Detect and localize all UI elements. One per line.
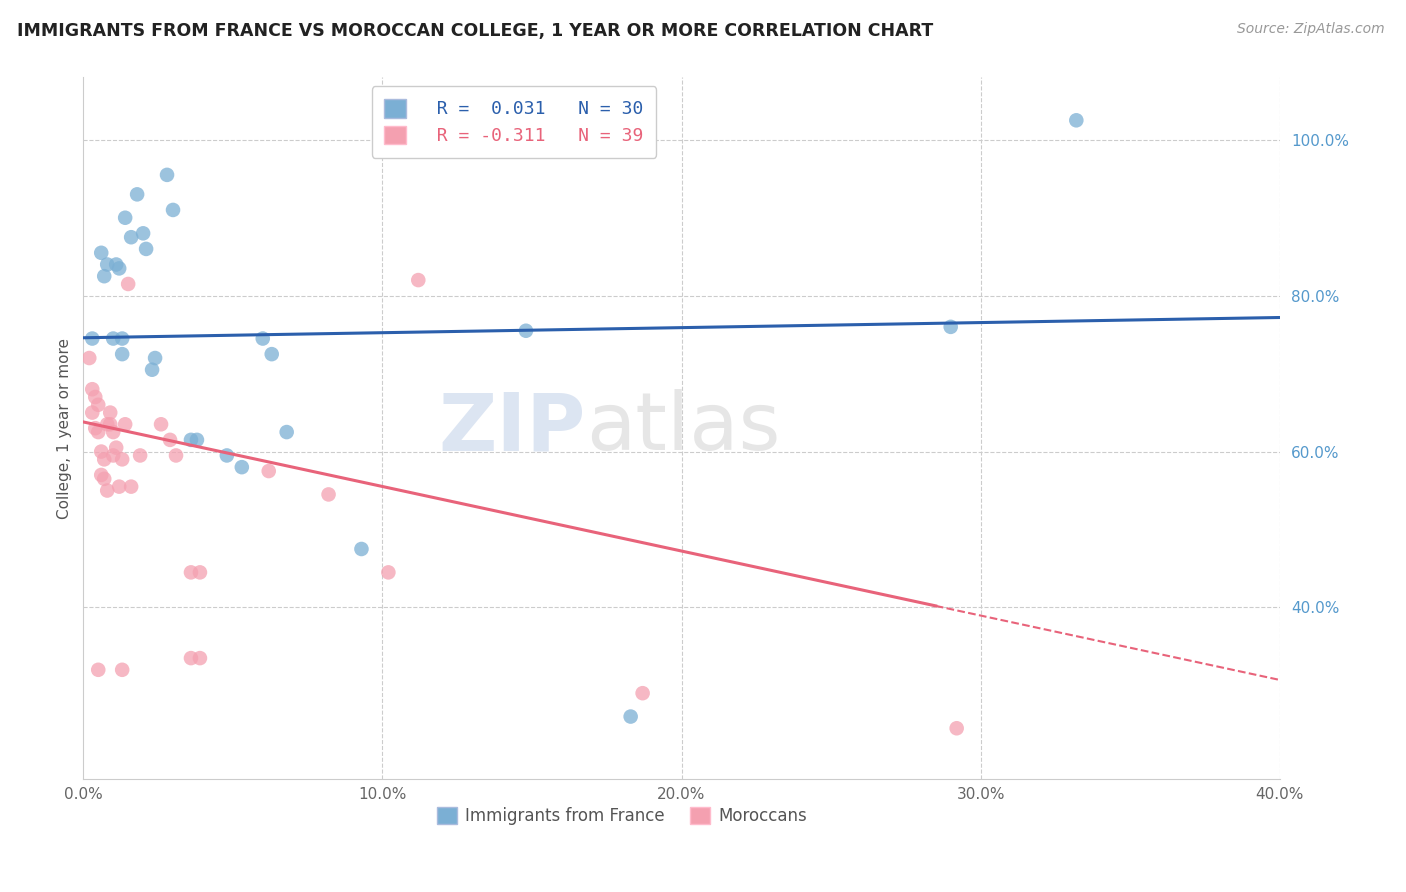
Point <box>180 566 202 580</box>
Point <box>105 258 128 272</box>
Point <box>515 324 537 338</box>
Point <box>156 168 179 182</box>
Point <box>159 433 181 447</box>
Point <box>98 417 121 432</box>
Point <box>111 663 134 677</box>
Point <box>129 449 152 463</box>
Point <box>150 417 173 432</box>
Point <box>111 347 134 361</box>
Point <box>103 449 125 463</box>
Point <box>93 269 115 284</box>
Point <box>108 480 131 494</box>
Point <box>90 467 112 482</box>
Point <box>103 425 125 439</box>
Point <box>620 709 643 723</box>
Point <box>90 245 112 260</box>
Point <box>162 202 184 217</box>
Text: ZIP: ZIP <box>439 389 586 467</box>
Point <box>96 417 118 432</box>
Point <box>945 721 967 735</box>
Point <box>87 425 110 439</box>
Point <box>318 487 340 501</box>
Point <box>143 351 166 365</box>
Point <box>257 464 280 478</box>
Point <box>114 417 136 432</box>
Point <box>87 663 110 677</box>
Point <box>180 651 202 665</box>
Point <box>82 332 104 346</box>
Point <box>117 277 139 291</box>
Point <box>939 319 962 334</box>
Point <box>90 444 112 458</box>
Point <box>215 449 238 463</box>
Point <box>132 227 155 241</box>
Point <box>631 686 654 700</box>
Point <box>77 351 100 365</box>
Point <box>188 651 211 665</box>
Text: Source: ZipAtlas.com: Source: ZipAtlas.com <box>1237 22 1385 37</box>
Y-axis label: College, 1 year or more: College, 1 year or more <box>58 338 72 518</box>
Point <box>96 258 118 272</box>
Text: atlas: atlas <box>586 389 780 467</box>
Point <box>105 441 128 455</box>
Point <box>82 406 104 420</box>
Point <box>186 433 208 447</box>
Point <box>231 460 253 475</box>
Point <box>84 390 107 404</box>
Point <box>120 230 142 244</box>
Point <box>96 483 118 498</box>
Point <box>377 566 399 580</box>
Point <box>120 480 142 494</box>
Point <box>87 398 110 412</box>
Point <box>127 187 149 202</box>
Point <box>188 566 211 580</box>
Point <box>135 242 157 256</box>
Point <box>252 332 274 346</box>
Point <box>165 449 187 463</box>
Point <box>103 332 125 346</box>
Point <box>93 452 115 467</box>
Point <box>93 472 115 486</box>
Point <box>260 347 283 361</box>
Point <box>114 211 136 225</box>
Legend: Immigrants from France, Moroccans: Immigrants from France, Moroccans <box>429 799 815 834</box>
Point <box>350 541 373 556</box>
Point <box>108 261 131 276</box>
Point <box>84 421 107 435</box>
Point <box>98 406 121 420</box>
Point <box>276 425 298 439</box>
Point <box>82 382 104 396</box>
Point <box>141 362 163 376</box>
Point <box>180 433 202 447</box>
Point <box>111 452 134 467</box>
Point <box>111 332 134 346</box>
Point <box>1066 113 1088 128</box>
Point <box>408 273 430 287</box>
Text: IMMIGRANTS FROM FRANCE VS MOROCCAN COLLEGE, 1 YEAR OR MORE CORRELATION CHART: IMMIGRANTS FROM FRANCE VS MOROCCAN COLLE… <box>17 22 934 40</box>
